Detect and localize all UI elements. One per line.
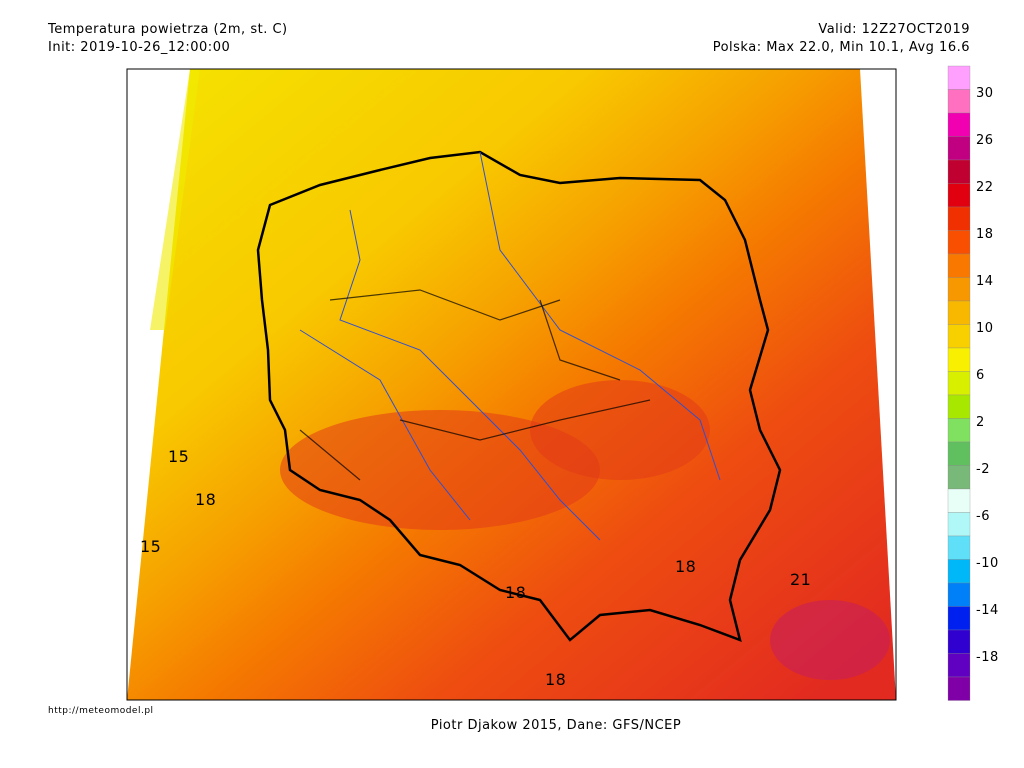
colorbar-label: 30 — [976, 86, 994, 101]
colorbar-label: -6 — [976, 509, 990, 524]
colorbar-swatch — [947, 653, 971, 678]
colorbar-swatch — [947, 488, 971, 513]
colorbar-swatch — [947, 559, 971, 584]
init-time: Init: 2019-10-26_12:00:00 — [48, 40, 230, 55]
colorbar-swatch — [947, 418, 971, 443]
regions — [299, 289, 651, 481]
colorbar-swatch — [947, 465, 971, 490]
colorbar-swatch — [947, 606, 971, 631]
colorbar-swatch — [947, 394, 971, 419]
colorbar-label: -14 — [976, 603, 999, 618]
colorbar-swatch — [947, 159, 971, 184]
colorbar-swatch — [947, 300, 971, 325]
colorbar-swatch — [947, 230, 971, 255]
colorbar-swatch — [947, 582, 971, 607]
colorbar-swatch — [947, 183, 971, 208]
colorbar-label: 14 — [976, 274, 994, 289]
colorbar-swatch — [947, 206, 971, 231]
poland-border — [256, 150, 782, 643]
colorbar-swatch — [947, 136, 971, 161]
colorbar-swatch — [947, 629, 971, 654]
warm-area — [770, 600, 890, 680]
colorbar-label: -18 — [976, 650, 999, 665]
colorbar-swatch — [947, 535, 971, 560]
colorbar-label: -10 — [976, 556, 999, 571]
contour-label: 18 — [675, 557, 696, 576]
temperature-field — [127, 69, 896, 700]
contour-label: 18 — [545, 670, 566, 689]
colorbar: 30 26 22 18 14 10 6 2 -2 -6 -10 -14 -18 — [947, 65, 999, 701]
colorbar-swatch — [947, 89, 971, 114]
colorbar-swatch — [947, 324, 971, 349]
cold-band — [150, 69, 200, 330]
contour-label: 18 — [505, 583, 526, 602]
colorbar-swatch — [947, 277, 971, 302]
warm-area — [530, 380, 710, 480]
colorbar-swatch — [947, 512, 971, 537]
colorbar-swatch — [947, 441, 971, 466]
valid-time: Valid: 12Z27OCT2019 — [818, 22, 970, 37]
colorbar-label: 2 — [976, 415, 985, 430]
colorbar-swatch — [947, 371, 971, 396]
colorbar-swatch — [947, 676, 971, 701]
colorbar-swatch — [947, 347, 971, 372]
colorbar-label: 22 — [976, 180, 994, 195]
contour-label: 21 — [790, 570, 811, 589]
map-frame — [126, 68, 897, 701]
colorbar-label: -2 — [976, 462, 990, 477]
title: Temperatura powietrza (2m, st. C) — [47, 22, 288, 37]
colorbar-swatch — [947, 65, 971, 90]
credit: Piotr Djakow 2015, Dane: GFS/NCEP — [431, 718, 681, 733]
rivers — [299, 151, 721, 541]
colorbar-swatch — [947, 253, 971, 278]
colorbar-label: 10 — [976, 321, 994, 336]
colorbar-swatch — [947, 112, 971, 137]
colorbar-label: 26 — [976, 133, 994, 148]
contour-label: 15 — [168, 447, 189, 466]
map: 15 18 15 18 21 18 18 — [126, 68, 897, 701]
colorbar-label: 18 — [976, 227, 994, 242]
contour-label: 15 — [140, 537, 161, 556]
stats: Polska: Max 22.0, Min 10.1, Avg 16.6 — [713, 40, 970, 55]
colorbar-label: 6 — [976, 368, 985, 383]
source-url: http://meteomodel.pl — [48, 706, 154, 716]
contour-label: 18 — [195, 490, 216, 509]
